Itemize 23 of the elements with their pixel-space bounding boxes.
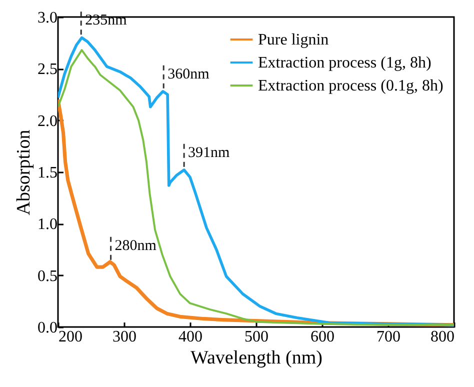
- x-tick-label: 400: [178, 328, 202, 346]
- x-tick-label: 300: [112, 328, 136, 346]
- y-tick-label: 0.0: [38, 320, 58, 336]
- y-tick-label: 0.5: [38, 268, 58, 285]
- y-tick-label: 1.5: [38, 164, 58, 182]
- legend-label: Extraction process (0.1g, 8h): [258, 78, 444, 94]
- legend-label: Pure lignin: [258, 32, 329, 48]
- y-tick-label: 1.0: [38, 216, 58, 234]
- x-tick-label: 200: [58, 328, 82, 346]
- legend-label: Extraction process (1g, 8h): [258, 54, 432, 72]
- x-tick-label: 600: [310, 328, 334, 346]
- x-tick-label: 800: [430, 328, 454, 346]
- x-tick-label: 700: [376, 328, 400, 346]
- x-tick-label: 500: [244, 328, 268, 346]
- y-axis-title: Absorption: [14, 129, 34, 216]
- annotation: 391nm: [188, 144, 230, 161]
- y-tick-label: 3.0: [38, 10, 58, 26]
- annotation: 360nm: [168, 66, 210, 82]
- y-tick-label: 2.0: [38, 112, 58, 130]
- annotation: 235nm: [85, 12, 128, 29]
- y-tick-label: 2.5: [38, 61, 58, 78]
- annotation: 280nm: [114, 238, 157, 254]
- x-axis-title: Wavelength (nm): [190, 348, 322, 368]
